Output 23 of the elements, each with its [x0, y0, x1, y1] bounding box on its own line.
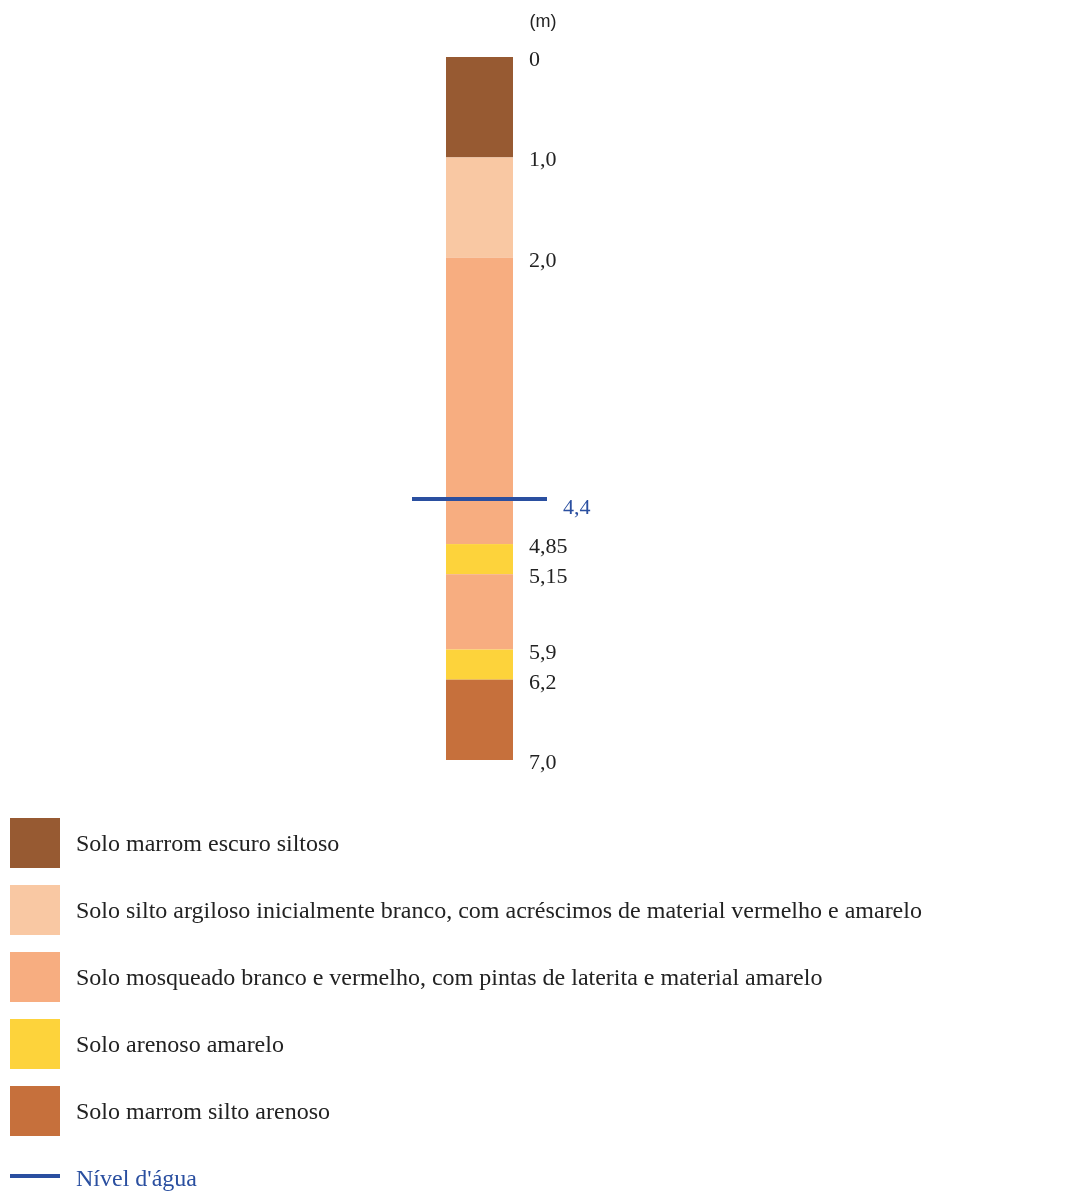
legend-label: Solo mosqueado branco e vermelho, com pintas de laterita e material amarelo: [76, 964, 823, 990]
y-tick-label: 1,0: [529, 146, 557, 172]
y-tick-label: 5,15: [529, 563, 568, 589]
y-tick-label: 0: [529, 46, 540, 71]
y-tick-label: 7,0: [529, 749, 557, 774]
bar: [446, 679, 513, 760]
legend-label: Solo arenoso amarelo: [76, 1031, 284, 1057]
y-axis-title: (m): [529, 11, 557, 31]
bar: [446, 574, 513, 650]
text: Nível d'água: [76, 1165, 198, 1191]
legend-label: Solo marrom escuro siltoso: [76, 830, 340, 856]
y-tick-label: 5,9: [529, 638, 557, 664]
legend-label: Solo marrom silto arenoso: [76, 1098, 330, 1124]
y-tick-label: 4,85: [529, 533, 568, 559]
bar: [446, 157, 513, 258]
y-tick-label: 6,2: [529, 668, 557, 694]
ref-line-label: 4,4: [563, 493, 591, 519]
bar: [446, 257, 513, 545]
bar: [446, 649, 513, 680]
bar: [446, 544, 513, 575]
bar: [446, 57, 513, 158]
legend-label: Solo silto argiloso inicialmente branco, com acréscimos de material vermelho e amarelo: [76, 897, 922, 923]
y-tick-label: 2,0: [529, 246, 557, 272]
